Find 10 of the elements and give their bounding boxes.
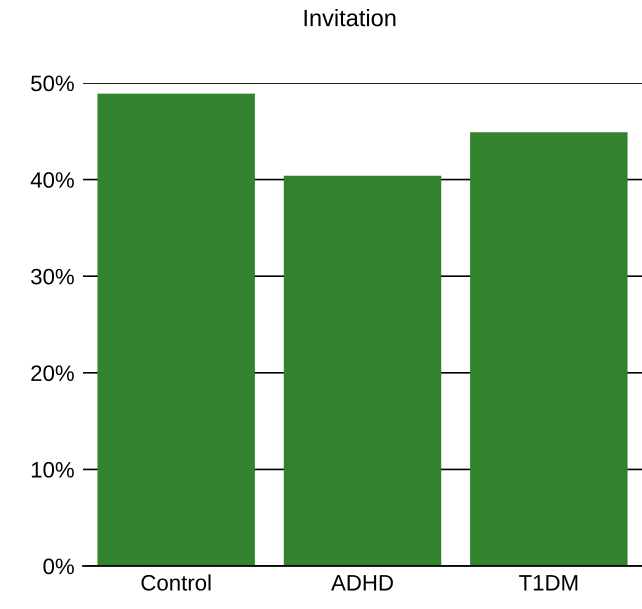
x-tick-label: Control (141, 574, 210, 591)
chart-title: Invitation (304, 8, 396, 26)
y-tick-label: 30% (31, 268, 74, 284)
y-tick-label: 50% (31, 76, 74, 92)
y-tick-label: 20% (31, 365, 74, 382)
y-tick-label: 0% (43, 558, 74, 574)
x-tick-label: T1DM (519, 575, 578, 590)
y-tick-label: 10% (32, 462, 74, 478)
x-tick-label: ADHD (331, 575, 393, 590)
y-tick-label: 40% (30, 172, 74, 188)
